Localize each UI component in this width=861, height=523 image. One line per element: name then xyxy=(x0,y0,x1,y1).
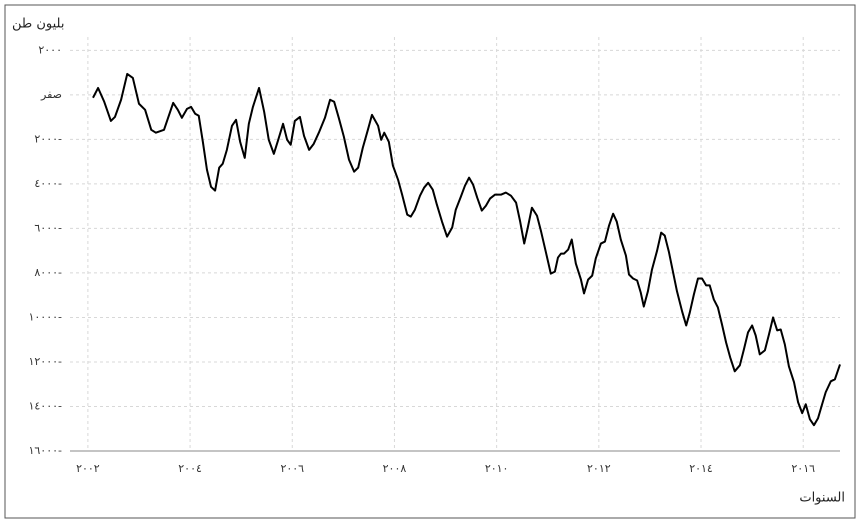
x-axis-title: السنوات xyxy=(799,491,845,506)
x-tick-label: ٢٠٠٨ xyxy=(383,462,407,475)
y-tick-label: ٢٠٠٠ xyxy=(38,43,62,56)
y-tick-label: ١٢٠٠٠- xyxy=(28,355,62,368)
x-tick-label: ٢٠١٦ xyxy=(791,462,815,475)
y-tick-label: ٦٠٠٠- xyxy=(34,221,62,234)
x-tick-label: ٢٠٠٤ xyxy=(178,462,202,475)
y-axis-title: بليون طن xyxy=(12,17,64,32)
y-tick-label: ١٦٠٠٠- xyxy=(28,444,62,457)
x-tick-label: ٢٠٠٦ xyxy=(280,462,304,475)
y-tick-label: ٤٠٠٠- xyxy=(34,177,62,190)
y-tick-label: ٨٠٠٠- xyxy=(34,266,62,279)
y-tick-label: ١٤٠٠٠- xyxy=(28,399,62,412)
y-tick-label: ١٠٠٠٠- xyxy=(28,310,62,323)
frame xyxy=(4,4,856,519)
x-tick-label: ٢٠٠٢ xyxy=(76,462,100,475)
y-tick-label: ٢٠٠٠- xyxy=(34,132,62,145)
x-tick-label: ٢٠١٤ xyxy=(689,462,713,475)
line-series xyxy=(92,72,841,427)
y-tick-label: صفر xyxy=(40,88,62,101)
x-tick-label: ٢٠١٠ xyxy=(485,462,509,475)
x-tick-label: ٢٠١٢ xyxy=(587,462,611,475)
